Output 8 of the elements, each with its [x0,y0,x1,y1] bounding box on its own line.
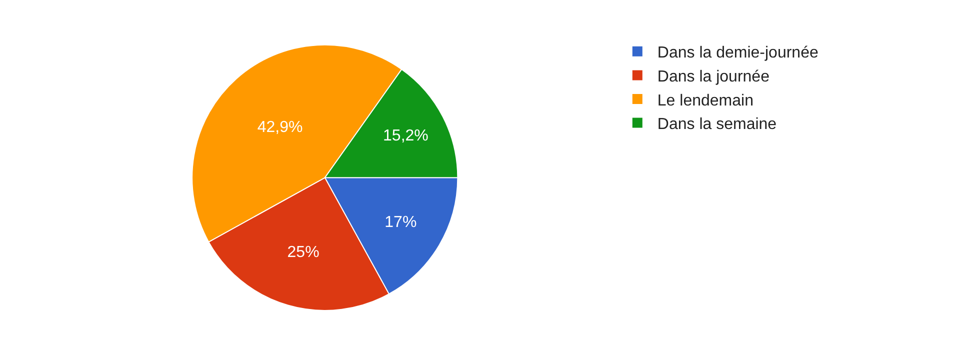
data-label: 15,2% [383,127,428,144]
data-label: 17% [384,214,417,231]
legend-label: Dans la semaine [657,116,777,134]
legend-label: Le lendemain [657,92,754,110]
data-label: 25% [287,244,320,261]
legend-label: Dans la journée [657,68,770,86]
legend-label: Dans la demie-journée [657,44,818,62]
data-label: 42,9% [257,119,303,136]
